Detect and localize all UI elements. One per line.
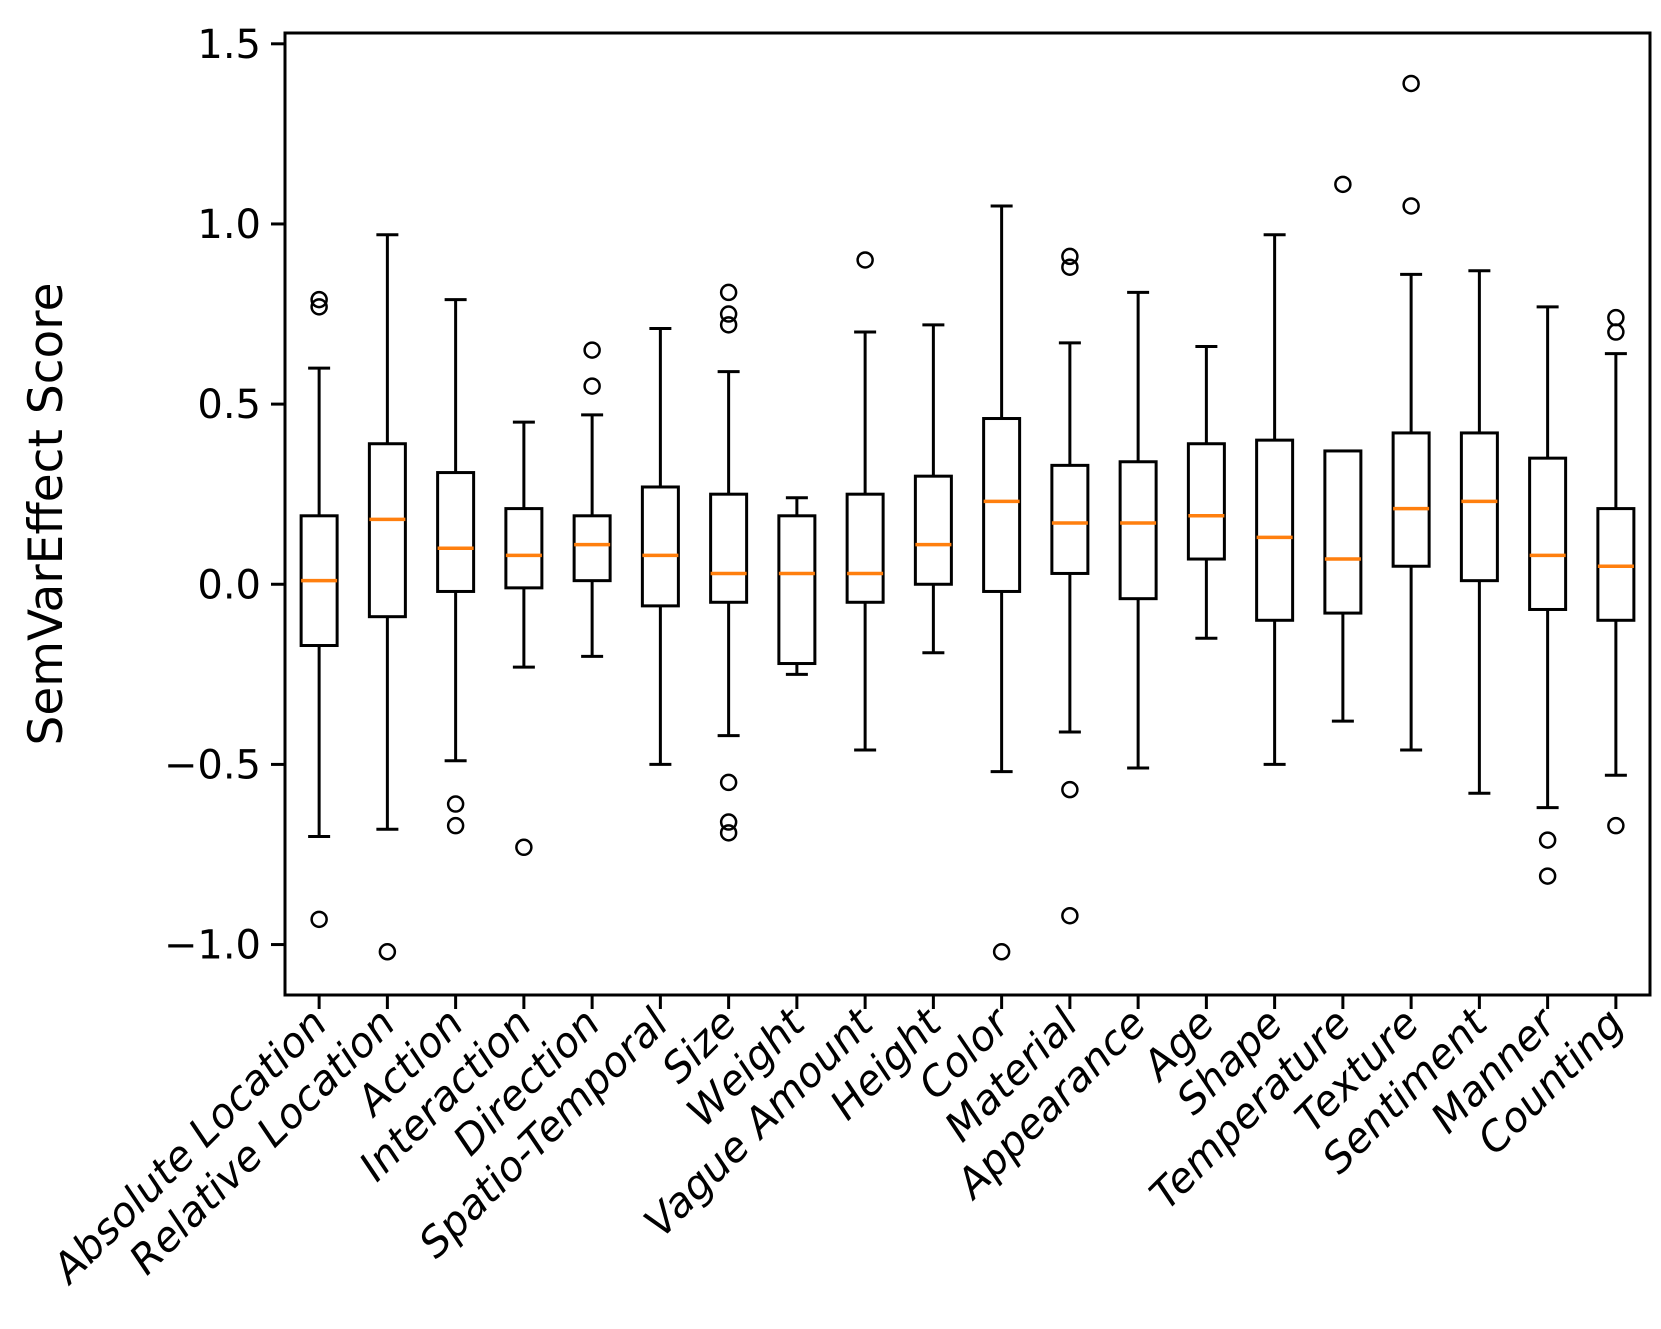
outlier-point — [446, 795, 465, 813]
iqr-box — [1186, 442, 1226, 561]
iqr-box — [845, 492, 885, 604]
outlier-point — [583, 341, 601, 359]
outlier-point — [583, 377, 601, 395]
outlier-point — [1402, 74, 1420, 93]
box-absolute-location — [299, 290, 339, 929]
outlier-point — [1061, 247, 1079, 266]
outlier-point — [1607, 308, 1625, 327]
box-spatio-temporal — [640, 326, 680, 766]
iqr-box — [1391, 431, 1431, 568]
iqr-box — [1528, 456, 1568, 611]
outlier-point — [1402, 197, 1420, 215]
box-action — [436, 298, 476, 835]
plot-frame — [283, 31, 1652, 997]
outlier-point — [1607, 816, 1625, 835]
iqr-box — [572, 514, 612, 583]
box-age — [1186, 344, 1226, 640]
outlier-point — [1061, 258, 1079, 276]
outlier-point — [515, 838, 533, 857]
box-counting — [1596, 308, 1636, 835]
outlier-point — [719, 305, 738, 323]
outlier-point — [446, 816, 465, 835]
box-sentiment — [1459, 269, 1499, 795]
iqr-box — [1255, 438, 1295, 622]
box-direction — [572, 341, 612, 658]
iqr-box — [504, 507, 544, 590]
box-appearance — [1118, 290, 1158, 770]
box-material — [1050, 247, 1090, 925]
y-axis-title: SemVarEffect Score — [19, 282, 74, 745]
y-tick-label: 1.5 — [197, 22, 261, 68]
box-color — [982, 204, 1022, 961]
iqr-box — [982, 417, 1022, 593]
box-relative-location — [367, 233, 407, 961]
y-tick-label: 1.0 — [197, 202, 261, 248]
outlier-point — [1538, 867, 1557, 885]
outlier-point — [1538, 831, 1557, 849]
outlier-point — [719, 283, 738, 302]
iqr-box — [913, 474, 953, 586]
outlier-point — [1607, 323, 1625, 341]
box-texture — [1391, 74, 1431, 752]
box-size — [709, 283, 749, 842]
outlier-point — [992, 943, 1011, 961]
outlier-point — [310, 910, 328, 929]
box-height — [913, 323, 953, 655]
x-tick-label-absolute-location: Absolute Location — [41, 999, 336, 1294]
outlier-point — [719, 316, 738, 334]
box-interaction — [504, 420, 544, 857]
iqr-box — [1118, 460, 1158, 601]
iqr-box — [1050, 463, 1090, 575]
box-weight — [777, 496, 817, 676]
outlier-point — [1334, 175, 1352, 194]
iqr-box — [1459, 431, 1499, 583]
iqr-box — [777, 514, 817, 666]
y-tick-label: 0.5 — [197, 382, 261, 428]
outlier-point — [378, 943, 397, 961]
y-axis: −1.0 −0.5 0.0 0.5 1.0 1.5 — [164, 22, 285, 969]
outlier-point — [310, 298, 328, 316]
outlier-point — [719, 813, 738, 831]
y-tick-label: 0.0 — [197, 562, 261, 608]
outlier-point — [1061, 780, 1079, 799]
y-tick-label: −0.5 — [164, 742, 261, 788]
outlier-point — [719, 824, 738, 842]
outlier-point — [310, 290, 328, 309]
iqr-box — [640, 485, 680, 608]
iqr-box — [709, 492, 749, 604]
outlier-point — [1061, 906, 1079, 925]
iqr-box — [1323, 449, 1363, 615]
box-shape — [1255, 233, 1295, 766]
iqr-box — [436, 471, 476, 593]
iqr-box — [1596, 507, 1636, 622]
iqr-box — [367, 442, 407, 619]
box-temperature — [1323, 175, 1363, 723]
outlier-point — [856, 251, 874, 269]
box-vague-amount — [845, 251, 885, 752]
outlier-point — [719, 773, 738, 792]
box-manner — [1528, 305, 1568, 885]
y-tick-label: −1.0 — [164, 923, 261, 969]
